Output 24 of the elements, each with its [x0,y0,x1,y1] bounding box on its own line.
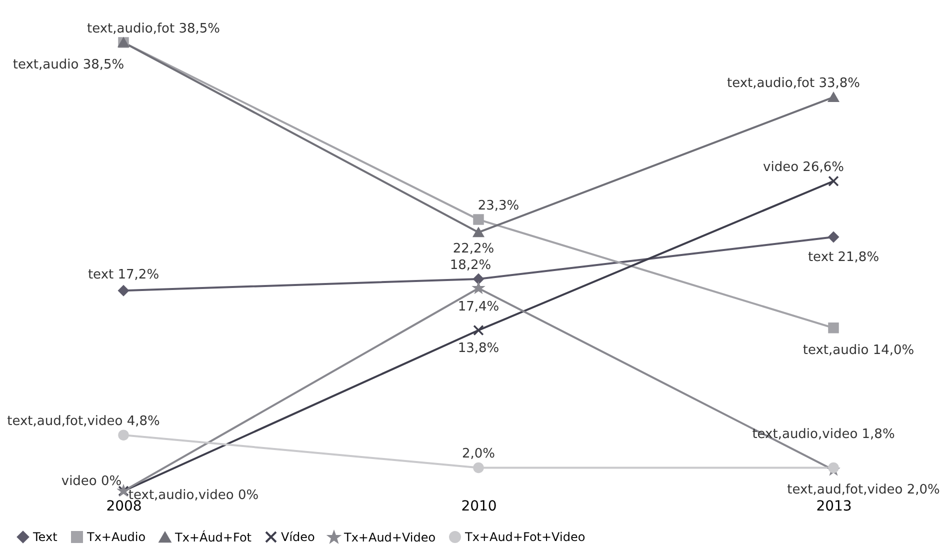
legend-label: Vídeo [281,530,315,544]
legend-label: Tx+Aud+Fot+Video [464,530,586,544]
data-label: video 26,6% [763,160,844,176]
data-label: 22,2% [452,241,494,256]
data-label: 18,2% [450,258,492,273]
data-label: text 17,2% [88,268,160,283]
data-label: 13,8% [458,341,500,356]
data-label: 17,4% [458,299,500,314]
x-tick-label: 2013 [816,498,852,514]
data-label: text,aud,fot,video 4,8% [7,414,160,430]
legend-label: Tx+Áud+Fot [174,529,252,544]
data-label: text,audio 38,5% [12,57,124,72]
x-tick-label: 2010 [461,498,497,514]
data-label: text,aud,fot,video 2,0% [787,482,940,498]
legend-label: Tx+Aud+Video [343,530,436,544]
legend-label: Text [32,530,58,544]
data-label: text,audio 14,0% [802,342,914,358]
data-label: text,audio,fot 38,5% [86,21,220,36]
data-label: video 0% [61,474,122,489]
legend-label: Tx+Audio [86,530,146,544]
data-label: 2,0% [462,446,496,462]
data-label: text,audio,fot 33,8% [726,76,860,92]
data-label: text 21,8% [808,250,880,266]
data-label: 23,3% [478,198,520,214]
